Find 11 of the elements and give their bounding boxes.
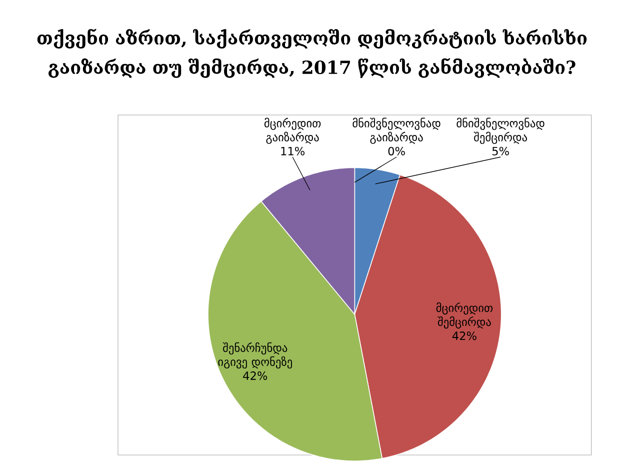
slice-label: მნიშვნელოვნად შემცირდა [456,118,544,144]
chart-title: თქვენი აზრით, საქართველოში დემოკრატიის ხარისხი გაიზარდა თუ შემცირდა, 2017 წლის განმავლობაში? [37,28,587,78]
slice-label: მცირედით შემცირდა [436,302,493,329]
text: 0% [388,146,405,156]
data-label: 11% [281,146,305,156]
data-label: 42% [243,371,268,380]
data-label: 42% [452,331,476,340]
slice-label: მცირედით გაიზარდა [264,118,321,144]
data-label: 5% [492,146,509,156]
category-label: მნიშვნელოვნად გაიზარდა [352,118,440,144]
slice-label: შენარჩუნდა იგივე დონეზე [218,342,292,369]
